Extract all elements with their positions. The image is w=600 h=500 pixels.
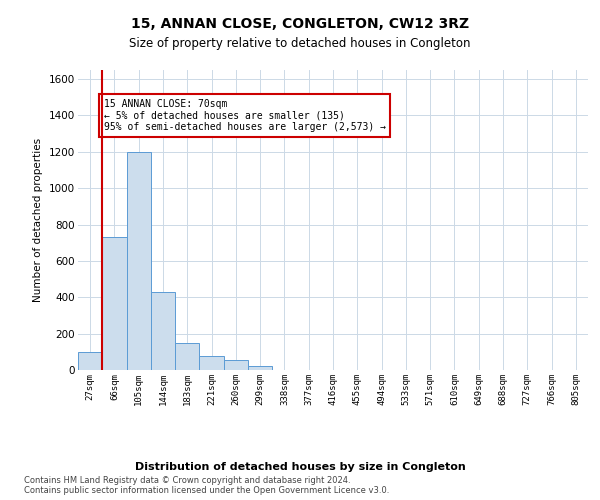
Text: Size of property relative to detached houses in Congleton: Size of property relative to detached ho… bbox=[129, 38, 471, 51]
Text: Contains public sector information licensed under the Open Government Licence v3: Contains public sector information licen… bbox=[24, 486, 389, 495]
Text: 15 ANNAN CLOSE: 70sqm
← 5% of detached houses are smaller (135)
95% of semi-deta: 15 ANNAN CLOSE: 70sqm ← 5% of detached h… bbox=[104, 99, 386, 132]
Y-axis label: Number of detached properties: Number of detached properties bbox=[34, 138, 43, 302]
Bar bbox=[78, 352, 102, 370]
Bar bbox=[248, 366, 272, 370]
Text: Distribution of detached houses by size in Congleton: Distribution of detached houses by size … bbox=[134, 462, 466, 472]
Bar bbox=[151, 292, 175, 370]
Bar bbox=[224, 360, 248, 370]
Bar bbox=[199, 356, 224, 370]
Bar bbox=[175, 342, 199, 370]
Text: Contains HM Land Registry data © Crown copyright and database right 2024.: Contains HM Land Registry data © Crown c… bbox=[24, 476, 350, 485]
Bar bbox=[102, 238, 127, 370]
Text: 15, ANNAN CLOSE, CONGLETON, CW12 3RZ: 15, ANNAN CLOSE, CONGLETON, CW12 3RZ bbox=[131, 18, 469, 32]
Bar bbox=[127, 152, 151, 370]
